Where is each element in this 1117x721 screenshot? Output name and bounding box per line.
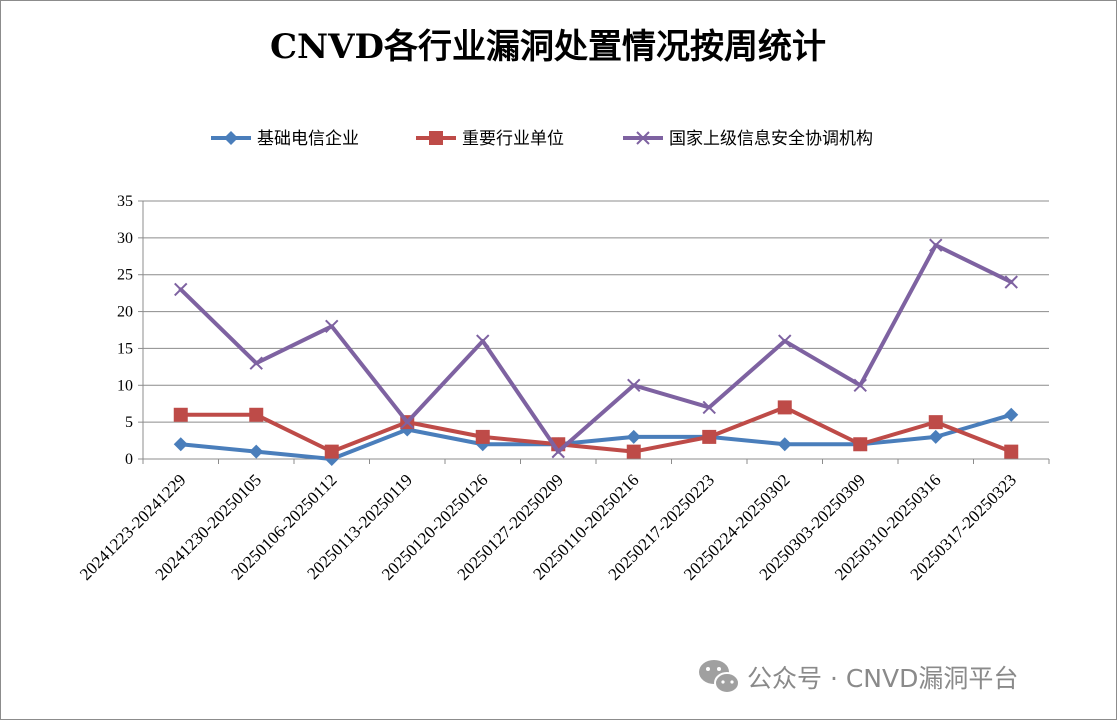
wechat-icon <box>699 660 740 694</box>
legend-item: 重要行业单位 <box>416 129 564 149</box>
data-point <box>325 319 339 334</box>
data-point <box>626 444 641 459</box>
series-line <box>178 405 1014 454</box>
data-point <box>1004 407 1019 422</box>
data-point <box>475 429 490 444</box>
data-point <box>777 400 792 415</box>
data-point <box>853 378 867 392</box>
watermark-text: 公众号 · CNVD漏洞平台 <box>747 664 1018 693</box>
y-tick-label: 35 <box>117 193 133 210</box>
series-line <box>178 243 1014 454</box>
data-point <box>627 378 641 392</box>
series-2 <box>173 400 1019 459</box>
data-point <box>928 415 943 430</box>
legend-item: 国家上级信息安全协调机构 <box>623 129 873 149</box>
chart-title: CNVD各行业漏洞处置情况按周统计 <box>270 27 826 67</box>
data-point <box>702 400 716 415</box>
y-axis-ticks: 0 5 10 15 20 25 30 35 <box>117 193 143 468</box>
legend-label: 重要行业单位 <box>462 129 564 149</box>
y-tick-label: 10 <box>117 377 133 394</box>
data-point <box>626 429 641 444</box>
data-point <box>173 407 188 422</box>
data-point <box>249 356 263 370</box>
data-point <box>928 429 943 444</box>
data-point <box>1004 275 1018 289</box>
y-tick-label: 0 <box>125 451 133 468</box>
legend-marker <box>636 131 650 145</box>
series-lines <box>173 238 1019 466</box>
data-point <box>777 437 792 452</box>
data-point <box>249 407 264 422</box>
legend-label: 国家上级信息安全协调机构 <box>669 129 873 149</box>
watermark: 公众号 · CNVD漏洞平台 <box>699 660 1018 694</box>
data-point <box>249 444 264 459</box>
data-point <box>173 437 188 452</box>
legend-marker <box>224 131 238 145</box>
legend-item: 基础电信企业 <box>211 129 359 149</box>
legend-marker <box>429 131 443 145</box>
legend: 基础电信企业 重要行业单位 国家上级信息安全协调机构 <box>211 129 873 149</box>
y-tick-label: 20 <box>117 304 133 321</box>
data-point <box>778 334 792 348</box>
data-point <box>1004 444 1019 459</box>
data-point <box>476 334 490 348</box>
data-point <box>929 238 943 252</box>
data-point <box>400 415 414 429</box>
y-tick-label: 15 <box>117 340 133 357</box>
legend-label: 基础电信企业 <box>257 129 359 149</box>
data-point <box>551 444 565 459</box>
data-point <box>324 444 339 459</box>
series-line <box>178 412 1014 461</box>
series-3 <box>174 238 1018 459</box>
y-tick-label: 30 <box>117 230 133 247</box>
x-axis-ticks: 20241223-2024122920241230-20250105202501… <box>76 459 1050 584</box>
y-tick-label: 25 <box>117 267 133 284</box>
y-tick-label: 5 <box>125 414 133 431</box>
data-point <box>853 437 868 452</box>
data-point <box>174 282 188 297</box>
data-point <box>702 429 717 444</box>
